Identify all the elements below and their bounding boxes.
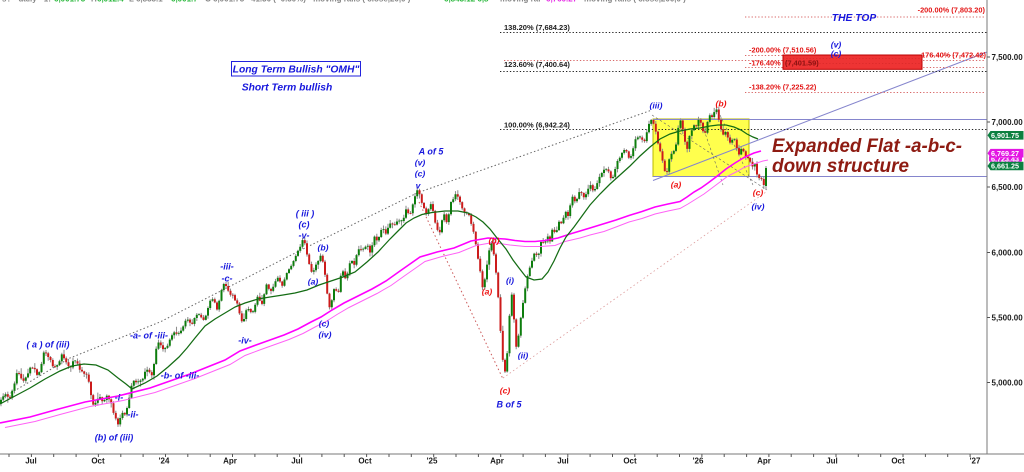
svg-text:Jul: Jul <box>826 457 838 466</box>
svg-text:Long Term Bullish "OMH": Long Term Bullish "OMH" <box>233 65 360 76</box>
svg-text:-iii-: -iii- <box>220 262 234 272</box>
svg-text:Short Term bullish: Short Term bullish <box>242 83 333 94</box>
svg-text:-b- of -iii-: -b- of -iii- <box>161 371 199 381</box>
svg-text:H: H <box>91 0 97 4</box>
svg-text:(b): (b) <box>318 243 329 253</box>
svg-text:(v): (v) <box>415 158 426 168</box>
svg-text:Oct: Oct <box>91 457 105 466</box>
svg-text:-200.00% (7,803.20): -200.00% (7,803.20) <box>918 6 986 15</box>
svg-text:Oct: Oct <box>891 457 905 466</box>
svg-text:(7,401.59): (7,401.59) <box>785 59 819 68</box>
svg-text:-ii-: -ii- <box>128 410 139 420</box>
svg-text:(c): (c) <box>753 188 764 198</box>
svg-text:Oct: Oct <box>358 457 372 466</box>
svg-text:6,769.27: 6,769.27 <box>991 149 1019 158</box>
svg-text:(iii): (iii) <box>650 101 663 111</box>
svg-text:(b): (b) <box>716 99 727 109</box>
svg-text:(b) of (iii): (b) of (iii) <box>95 433 133 443</box>
svg-text:-176.40% (7,472.42): -176.40% (7,472.42) <box>919 51 987 60</box>
svg-text:B of 5: B of 5 <box>496 400 522 410</box>
svg-text:138.20% (7,684.23): 138.20% (7,684.23) <box>504 23 570 32</box>
svg-text:6,500.00: 6,500.00 <box>992 183 1024 192</box>
svg-text:(ii): (ii) <box>518 351 529 361</box>
svg-text:6,723.43: 6,723.43 <box>991 155 1019 164</box>
svg-text:-i-: -i- <box>115 393 124 403</box>
svg-text:(a): (a) <box>482 287 493 297</box>
svg-text:Apr: Apr <box>757 457 771 466</box>
svg-text:6,769.27: 6,769.27 <box>546 0 578 4</box>
svg-text:6,000.00: 6,000.00 <box>992 248 1024 257</box>
svg-text:L 6,855.1: L 6,855.1 <box>129 0 163 4</box>
svg-text:Oct: Oct <box>623 457 637 466</box>
svg-text:'24: '24 <box>159 457 170 466</box>
svg-text:THE TOP: THE TOP <box>832 13 877 24</box>
svg-text:v: v <box>416 181 422 191</box>
svg-text:-138.20% (7,225.22): -138.20% (7,225.22) <box>749 83 817 92</box>
svg-text:7,500.00: 7,500.00 <box>992 53 1024 62</box>
svg-text:'27: '27 <box>970 457 981 466</box>
svg-text:Apr: Apr <box>223 457 237 466</box>
svg-text:(a): (a) <box>671 180 682 190</box>
svg-text:down structure: down structure <box>772 155 909 177</box>
svg-text:(i): (i) <box>506 276 514 286</box>
svg-text:(b): (b) <box>489 236 500 246</box>
svg-text:6,661.25: 6,661.25 <box>991 162 1019 171</box>
svg-text:5,500.00: 5,500.00 <box>992 313 1024 322</box>
svg-text:123.60% (7,400.64): 123.60% (7,400.64) <box>504 60 570 69</box>
svg-text:6,912.4: 6,912.4 <box>97 0 124 4</box>
svg-text:6,901.7: 6,901.7 <box>171 0 198 4</box>
svg-text:(c): (c) <box>319 319 330 329</box>
svg-text:'25: '25 <box>427 457 438 466</box>
svg-text:Jul: Jul <box>25 457 37 466</box>
svg-text:5,000.00: 5,000.00 <box>992 378 1024 387</box>
svg-text:6,901.75: 6,901.75 <box>54 0 86 4</box>
svg-text:6,901.75: 6,901.75 <box>991 131 1019 140</box>
svg-text:( iii ): ( iii ) <box>296 209 315 219</box>
svg-text:(iv): (iv) <box>752 202 765 212</box>
svg-text:6,843.12 6,8: 6,843.12 6,8 <box>444 0 489 4</box>
svg-text:moving rai: moving rai <box>500 0 540 4</box>
svg-text:-v-: -v- <box>299 231 310 241</box>
svg-text:-c-: -c- <box>222 274 233 284</box>
svg-text:(c): (c) <box>415 169 426 179</box>
svg-text:7,000.00: 7,000.00 <box>992 118 1024 127</box>
svg-text:-200.00% (7,510.56): -200.00% (7,510.56) <box>749 46 817 55</box>
svg-text:(c): (c) <box>831 49 842 59</box>
svg-text:s? · daily · 1!: s? · daily · 1! <box>2 0 51 4</box>
svg-text:(v): (v) <box>831 40 842 50</box>
svg-text:Expanded Flat -a-b-c-: Expanded Flat -a-b-c- <box>772 135 962 157</box>
svg-text:-iv-: -iv- <box>238 336 252 346</box>
svg-text:(iv): (iv) <box>319 330 332 340</box>
svg-text:A of 5: A of 5 <box>418 147 445 157</box>
svg-text:'26: '26 <box>693 457 704 466</box>
svg-text:-a- of -iii-: -a- of -iii- <box>130 331 168 341</box>
svg-text:100.00% (6,942.24): 100.00% (6,942.24) <box>504 121 570 130</box>
svg-text:(c): (c) <box>299 220 310 230</box>
svg-text:( a ) of (iii): ( a ) of (iii) <box>27 340 70 350</box>
svg-text:Apr: Apr <box>490 457 504 466</box>
svg-text:(a): (a) <box>308 277 319 287</box>
svg-text:moving rails ( close,200,9 ): moving rails ( close,200,9 ) <box>584 0 686 4</box>
svg-text:-176.40%: -176.40% <box>749 59 781 68</box>
svg-text:C 6,901.75 −41.30 (−0.59%) · m: C 6,901.75 −41.30 (−0.59%) · moving rail… <box>205 0 411 4</box>
svg-text:(c): (c) <box>500 386 511 396</box>
svg-text:Jul: Jul <box>557 457 569 466</box>
svg-text:Jul: Jul <box>291 457 303 466</box>
